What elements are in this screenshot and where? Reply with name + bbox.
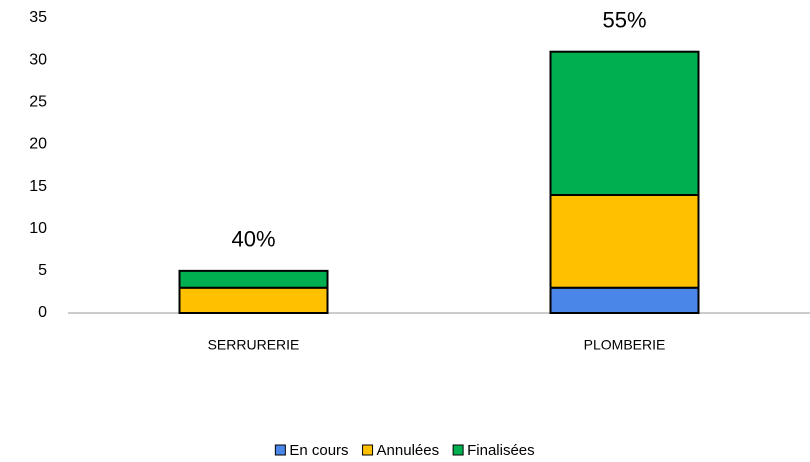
legend-swatch [362, 444, 374, 456]
y-tick-label: 25 [29, 94, 47, 111]
y-tick-label: 20 [29, 136, 47, 153]
y-tick-label: 15 [29, 178, 47, 195]
x-tick-label: SERRURERIE [208, 337, 300, 353]
y-tick-label: 5 [38, 262, 47, 279]
bar-segment [549, 286, 700, 315]
annotation: 40% [231, 227, 275, 252]
annotation: 55% [602, 8, 646, 33]
bar-segment [549, 194, 700, 289]
y-tick-label: 30 [29, 51, 47, 68]
legend-label: Finalisées [467, 442, 535, 459]
x-tick-label: PLOMBERIE [584, 337, 666, 353]
bar-segment [549, 50, 700, 197]
bar-segment [178, 269, 329, 289]
legend-label: En cours [289, 442, 348, 459]
legend-label: Annulées [377, 442, 440, 459]
bar-segment [178, 286, 329, 315]
legend-swatch [452, 444, 464, 456]
y-tick-label: 35 [29, 9, 47, 26]
y-tick-label: 0 [38, 304, 47, 321]
legend-swatch [274, 444, 286, 456]
y-tick-label: 10 [29, 220, 47, 237]
